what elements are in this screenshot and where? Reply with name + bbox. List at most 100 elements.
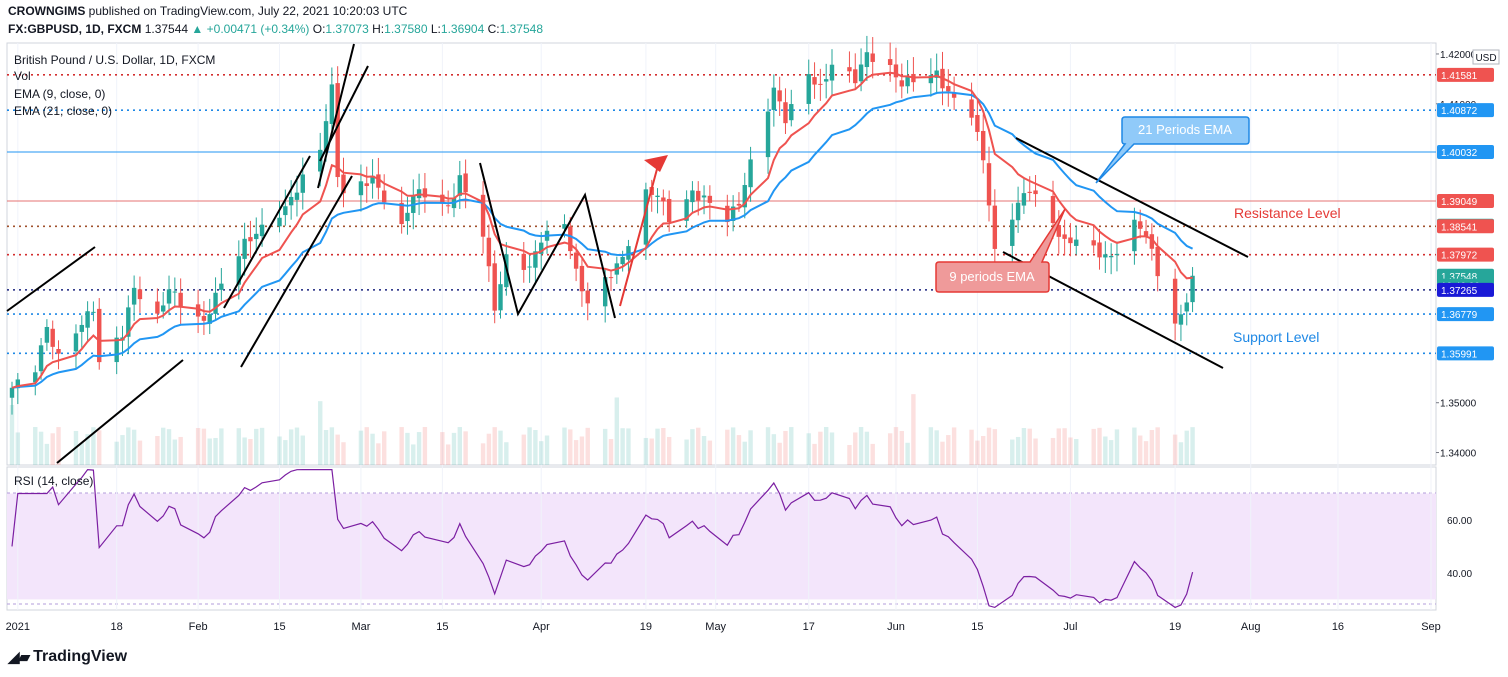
volume-bar bbox=[928, 427, 934, 465]
volume-bar bbox=[847, 444, 852, 465]
candle-body bbox=[236, 256, 242, 285]
candle-body bbox=[818, 83, 823, 85]
candle-body bbox=[358, 181, 364, 196]
volume-bar bbox=[608, 439, 614, 465]
candle-body bbox=[736, 203, 742, 206]
ema21-callout-text: 21 Periods EMA bbox=[1138, 122, 1232, 137]
candle-body bbox=[33, 372, 38, 383]
rsi-axis[interactable]: 60.00 40.00 bbox=[1447, 516, 1472, 580]
candle-body bbox=[620, 256, 625, 265]
candle-body bbox=[946, 86, 951, 92]
volume-bar bbox=[219, 428, 224, 465]
ema9-callout-text: 9 periods EMA bbox=[949, 269, 1035, 284]
volume-bar bbox=[1056, 428, 1062, 465]
volume-bar bbox=[1033, 438, 1038, 465]
volume-bar bbox=[329, 427, 335, 465]
candle-body bbox=[1056, 225, 1062, 237]
volume-bar bbox=[91, 427, 96, 465]
candle-body bbox=[195, 304, 201, 317]
candle-body bbox=[981, 130, 986, 161]
price-axis-label-box bbox=[1437, 145, 1494, 160]
candle-body bbox=[44, 326, 50, 343]
candle-body bbox=[341, 174, 346, 194]
candle-body bbox=[765, 111, 771, 158]
symbol-label: FX:GBPUSD, 1D, FXCM bbox=[8, 22, 142, 36]
volume-bar bbox=[440, 432, 445, 465]
low-label: L: bbox=[430, 22, 441, 36]
volume-bar bbox=[1132, 427, 1137, 465]
time-axis-label: 18 bbox=[111, 621, 123, 633]
candle-body bbox=[539, 242, 544, 254]
price-tick-label: 1.34000 bbox=[1440, 449, 1477, 460]
legend-ema21: EMA (21, close, 0) bbox=[14, 104, 113, 118]
candle-body bbox=[661, 197, 666, 202]
volume-bar bbox=[114, 441, 119, 465]
volume-bar bbox=[79, 442, 84, 465]
candle-body bbox=[690, 190, 695, 203]
volume-bar bbox=[85, 434, 90, 465]
candle-body bbox=[783, 102, 788, 124]
close-label: C: bbox=[487, 22, 500, 36]
candle-body bbox=[533, 251, 538, 268]
candle-body bbox=[50, 328, 55, 347]
candle-body bbox=[655, 195, 660, 198]
volume-bar bbox=[9, 405, 15, 465]
time-axis[interactable]: 2021 18 Feb 15 Mar 15 Apr 19 May 17 Jun 15 Jul 19 Aug 1… bbox=[6, 621, 1441, 633]
candles bbox=[9, 35, 1195, 415]
candle-body bbox=[15, 379, 21, 389]
low-value: 1.36904 bbox=[440, 22, 485, 36]
candle-body bbox=[585, 290, 590, 304]
time-axis-label: Mar bbox=[351, 621, 370, 633]
candle-body bbox=[1068, 237, 1073, 244]
price-axis-label-box bbox=[1437, 219, 1494, 234]
candle-body bbox=[242, 238, 247, 259]
horizontal-levels bbox=[7, 74, 1436, 355]
price-axis[interactable]: 1.420001.410001.350001.340001.415811.408… bbox=[1436, 50, 1494, 460]
volume-bar bbox=[690, 429, 695, 465]
candle-body bbox=[608, 277, 614, 279]
volume-bar bbox=[620, 428, 625, 465]
time-axis-label: 19 bbox=[1169, 621, 1181, 633]
footer-brand[interactable]: ◢▰ TradingView bbox=[8, 648, 127, 666]
candle-body bbox=[1050, 195, 1056, 224]
volume-bar bbox=[626, 428, 631, 465]
candle-body bbox=[1021, 193, 1027, 206]
candle-body bbox=[486, 237, 492, 267]
candle-body bbox=[85, 311, 90, 328]
candle-body bbox=[97, 308, 102, 363]
candle-body bbox=[725, 205, 730, 223]
candle-body bbox=[9, 387, 15, 398]
volume-bar bbox=[573, 440, 579, 465]
price-axis-label: 1.40872 bbox=[1441, 106, 1478, 117]
volume-bar bbox=[736, 435, 742, 465]
candle-body bbox=[562, 224, 567, 229]
candle-body bbox=[492, 263, 497, 311]
currency-box[interactable] bbox=[1472, 49, 1500, 65]
volume-bar bbox=[213, 437, 218, 465]
volume-bar bbox=[195, 428, 201, 465]
volume-bar bbox=[56, 427, 61, 465]
price-axis-label-box bbox=[1437, 67, 1494, 82]
volume-bar bbox=[1091, 428, 1096, 465]
close-value: 1.37548 bbox=[499, 22, 544, 36]
volume-bar bbox=[277, 436, 282, 465]
candle-body bbox=[1108, 256, 1114, 258]
candle-body bbox=[928, 75, 934, 84]
candle-body bbox=[1138, 221, 1143, 229]
volume-bar bbox=[858, 427, 864, 465]
volume-bar bbox=[649, 438, 654, 465]
candle-body bbox=[701, 195, 707, 198]
candle-body bbox=[905, 76, 910, 87]
volume-bar bbox=[381, 431, 387, 465]
candle-body bbox=[858, 64, 864, 82]
candle-body bbox=[1015, 202, 1021, 221]
rsi-tick-label: 60.00 bbox=[1447, 516, 1472, 527]
volume-bar bbox=[544, 435, 550, 465]
volume-bar bbox=[579, 436, 585, 465]
volume-bar bbox=[248, 439, 253, 465]
candle-body bbox=[602, 277, 608, 307]
trend-line bbox=[317, 43, 355, 189]
publish-info: published on TradingView.com, July 22, 2… bbox=[88, 4, 408, 18]
candle-body bbox=[1190, 275, 1195, 303]
